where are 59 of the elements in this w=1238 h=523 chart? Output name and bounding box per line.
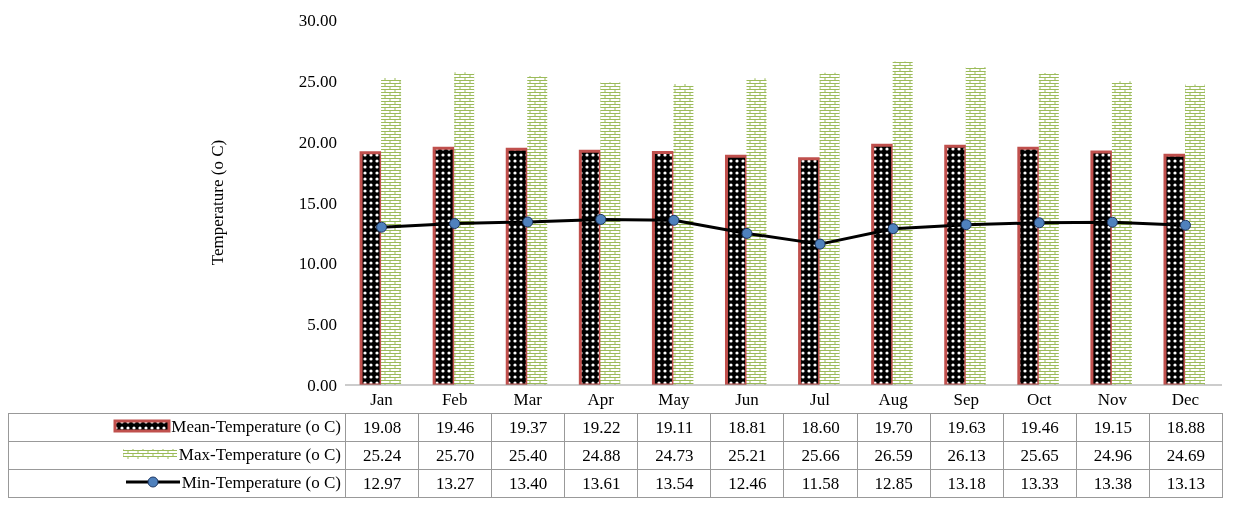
x-tick-label: Jun <box>735 390 760 410</box>
data-label: 19.22 <box>564 413 638 442</box>
data-label: 24.73 <box>637 441 711 470</box>
y-tick-label: 25.00 <box>298 71 337 91</box>
data-label: 25.65 <box>1003 441 1077 470</box>
x-tick-label: Sep <box>953 390 979 410</box>
data-label: 25.21 <box>710 441 784 470</box>
data-label: 24.69 <box>1149 441 1223 470</box>
legend-label: Max-Temperature (o C) <box>178 445 341 465</box>
data-label: 24.88 <box>564 441 638 470</box>
data-label: 12.97 <box>345 469 419 498</box>
data-label: 25.40 <box>491 441 565 470</box>
y-tick-label: 30.00 <box>298 11 337 31</box>
legend-label: Min-Temperature (o C) <box>181 473 341 493</box>
data-label: 13.27 <box>418 469 492 498</box>
x-tick-label: Oct <box>1027 390 1052 410</box>
y-axis-title: Temperature (o C) <box>207 139 227 266</box>
x-tick-label: Apr <box>587 390 615 410</box>
data-label: 19.08 <box>345 413 419 442</box>
x-tick-label: Jan <box>370 390 394 410</box>
x-tick-label: Nov <box>1097 390 1128 410</box>
y-tick-label: 15.00 <box>298 193 337 213</box>
x-tick-label: Jul <box>810 390 831 410</box>
data-label: 11.58 <box>783 469 858 498</box>
y-tick-label: 20.00 <box>298 132 337 152</box>
x-tick-label: Feb <box>441 390 468 410</box>
y-tick-label: 5.00 <box>307 315 337 335</box>
y-tick-label: 0.00 <box>307 376 337 396</box>
data-label: 18.60 <box>783 413 858 442</box>
data-label: 24.96 <box>1076 441 1150 470</box>
data-label: 25.66 <box>783 441 858 470</box>
data-label: 18.88 <box>1149 413 1223 442</box>
data-label: 18.81 <box>710 413 784 442</box>
data-label: 19.11 <box>637 413 711 442</box>
x-tick-label: Aug <box>878 390 909 410</box>
x-tick-label: Dec <box>1171 390 1200 410</box>
data-label: 13.13 <box>1149 469 1223 498</box>
data-label: 19.46 <box>1003 413 1077 442</box>
y-tick-label: 10.00 <box>298 254 337 274</box>
data-label: 25.24 <box>345 441 419 470</box>
data-label: 19.37 <box>491 413 565 442</box>
data-label: 19.63 <box>930 413 1004 442</box>
x-tick-label: Mar <box>513 390 543 410</box>
data-label: 12.46 <box>710 469 784 498</box>
data-label: 13.38 <box>1076 469 1150 498</box>
data-label: 19.70 <box>857 413 931 442</box>
data-label: 13.54 <box>637 469 711 498</box>
data-label: 13.61 <box>564 469 638 498</box>
data-label: 26.13 <box>930 441 1004 470</box>
data-label: 26.59 <box>857 441 931 470</box>
data-label: 12.85 <box>857 469 931 498</box>
data-label: 25.70 <box>418 441 492 470</box>
data-label: 13.40 <box>491 469 565 498</box>
data-label: 19.46 <box>418 413 492 442</box>
data-label: 13.33 <box>1003 469 1077 498</box>
data-label: 13.18 <box>930 469 1004 498</box>
legend-label: Mean-Temperature (o C) <box>171 417 341 436</box>
x-tick-label: May <box>658 390 690 410</box>
data-label: 19.15 <box>1076 413 1150 442</box>
